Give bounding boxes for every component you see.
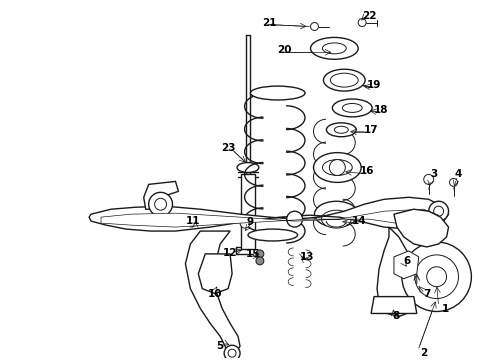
Text: 16: 16 [360,166,374,176]
Polygon shape [241,175,255,249]
Circle shape [427,267,446,287]
Circle shape [358,19,366,27]
Text: 1: 1 [442,303,449,314]
Text: 3: 3 [430,170,437,180]
Text: 15: 15 [245,249,260,259]
Circle shape [148,192,172,216]
Text: 4: 4 [455,170,462,180]
Circle shape [399,300,409,310]
Ellipse shape [330,73,358,87]
Polygon shape [198,254,232,294]
Text: 9: 9 [246,217,253,227]
Ellipse shape [322,43,346,54]
Ellipse shape [322,159,352,175]
Text: 21: 21 [263,18,277,27]
Text: 19: 19 [367,80,381,90]
Ellipse shape [315,201,358,227]
Text: 11: 11 [186,216,200,226]
Text: 7: 7 [423,289,430,298]
Circle shape [224,345,240,360]
Circle shape [256,250,264,258]
Text: 12: 12 [223,248,237,258]
Ellipse shape [332,99,372,117]
Text: 17: 17 [364,125,378,135]
Circle shape [379,300,389,310]
Polygon shape [394,209,448,247]
Circle shape [207,256,217,266]
Polygon shape [377,227,414,316]
Polygon shape [185,231,240,353]
Circle shape [311,23,319,31]
Polygon shape [144,181,178,209]
Circle shape [449,179,458,186]
Ellipse shape [326,123,356,137]
Circle shape [228,349,236,357]
Text: 2: 2 [420,348,427,358]
Text: 5: 5 [217,341,224,351]
Polygon shape [188,217,198,227]
Ellipse shape [323,69,365,91]
Text: 18: 18 [374,105,388,115]
Polygon shape [101,209,439,227]
Text: 13: 13 [300,252,315,262]
Ellipse shape [314,153,361,183]
Text: 8: 8 [392,311,399,321]
Circle shape [402,242,471,311]
Circle shape [256,257,264,265]
Ellipse shape [321,210,351,228]
Text: 14: 14 [352,216,367,226]
Ellipse shape [237,163,259,172]
Text: 6: 6 [403,256,411,266]
Circle shape [329,159,345,175]
Polygon shape [371,297,417,314]
Circle shape [217,276,227,286]
Circle shape [429,201,448,221]
Text: 10: 10 [208,289,222,298]
Circle shape [155,198,167,210]
Text: 20: 20 [277,45,292,55]
Ellipse shape [334,126,348,133]
Text: 23: 23 [221,143,235,153]
Circle shape [424,175,434,184]
Circle shape [240,218,250,228]
Text: 22: 22 [362,10,376,21]
Circle shape [287,211,303,227]
Ellipse shape [250,86,305,100]
Polygon shape [89,197,448,231]
Ellipse shape [343,103,362,112]
Circle shape [415,255,459,298]
Ellipse shape [248,229,297,241]
Circle shape [434,206,443,216]
Polygon shape [394,251,419,279]
Ellipse shape [311,37,358,59]
